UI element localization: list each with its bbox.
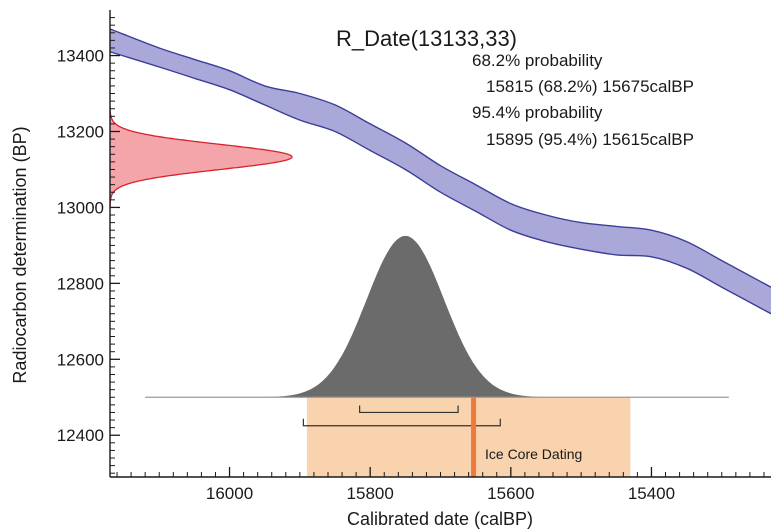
calibrated-distribution: [250, 235, 560, 398]
chart-title: R_Date(13133,33): [336, 26, 517, 51]
ice-core-band: [306, 397, 631, 477]
stat-68-heading: 68.2% probability: [472, 51, 603, 70]
x-tick-label: 16000: [206, 484, 253, 503]
y-tick-label: 13200: [57, 122, 104, 141]
radiocarbon-distribution: [110, 106, 292, 208]
radiocarbon-distribution-outline: [109, 106, 293, 208]
calibration-curve-lower: [109, 51, 771, 315]
x-tick-label: 15800: [347, 484, 394, 503]
range-68-bracket: [359, 405, 459, 414]
stat-95-heading: 95.4% probability: [472, 103, 603, 122]
ice-core-label: Ice Core Dating: [485, 446, 582, 462]
calibration-curve-upper: [109, 28, 771, 288]
y-axis-title: Radiocarbon determination (BP): [10, 126, 30, 383]
y-tick-label: 12400: [57, 426, 104, 445]
stat-95-range: 15895 (95.4%) 15615calBP: [486, 130, 694, 149]
y-tick-label: 12800: [57, 274, 104, 293]
range-95-bracket: [302, 418, 501, 427]
y-tick-label: 13400: [57, 47, 104, 66]
stat-68-range: 15815 (68.2%) 15675calBP: [486, 77, 694, 96]
x-tick-label: 15600: [487, 484, 534, 503]
y-tick-label: 12600: [57, 350, 104, 369]
y-tick-label: 13000: [57, 198, 104, 217]
x-axis-title: Calibrated date (calBP): [347, 509, 533, 529]
ice-core-line: [471, 397, 477, 477]
calibration-curve-band: [110, 29, 771, 314]
x-tick-label: 15400: [628, 484, 675, 503]
